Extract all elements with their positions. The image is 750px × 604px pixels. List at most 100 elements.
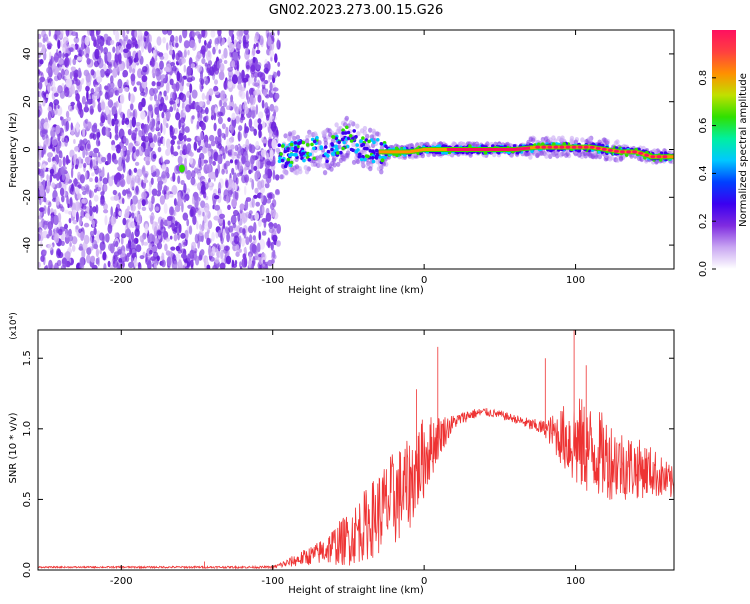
noise-blob [122,113,126,121]
noise-blob [122,189,127,196]
noise-blob [189,157,193,165]
noise-blob [62,52,65,59]
noise-blob [258,219,262,227]
noise-blob [189,151,194,157]
noise-blob [213,112,217,121]
noise-blob [161,164,167,172]
noise-blob [231,198,238,208]
ridge-core [334,144,338,149]
noise-blob [67,203,70,209]
noise-blob [49,168,55,175]
noise-blob [233,235,240,245]
noise-blob [81,78,85,83]
noise-blob [140,91,146,97]
noise-blob [111,140,116,146]
noise-blob [59,204,63,209]
noise-blob [74,43,79,50]
noise-blob [190,76,196,81]
ridge-core [284,161,289,166]
noise-blob [206,99,211,105]
noise-blob [84,118,89,124]
noise-blob [225,255,232,265]
noise-blob [186,169,192,181]
noise-blob [87,143,91,150]
noise-blob [160,74,167,83]
noise-blob [123,87,129,92]
ridge-core [363,146,367,151]
noise-blob [139,40,146,48]
noise-blob [135,238,139,244]
noise-blob [56,172,60,181]
noise-blob [51,136,58,146]
ridge-core [512,144,517,148]
noise-blob [150,142,155,148]
noise-blob [248,253,252,261]
noise-blob [219,244,226,250]
noise-blob [255,140,260,149]
noise-blob [228,30,233,37]
noise-blob [105,105,110,116]
noise-blob [131,38,137,46]
noise-blob [212,160,217,166]
noise-blob [249,126,255,132]
noise-blob [248,76,254,84]
noise-blob [77,67,82,79]
noise-blob [208,88,214,96]
noise-blob [186,137,192,142]
noise-blob [105,39,109,45]
ridge-halo [303,165,308,171]
noise-blob [191,241,196,251]
y-tick-label: 0 [22,146,33,152]
noise-blob [114,124,119,135]
noise-blob [216,243,220,250]
noise-blob [60,153,63,159]
noise-blob [64,53,69,58]
ridge-halo [294,170,300,176]
ridge-core [326,149,331,154]
noise-blob [122,217,127,226]
y-tick-label: 1.5 [22,350,33,366]
noise-blob [128,65,133,74]
ridge-halo [317,157,322,163]
noise-blob [53,214,59,226]
snr-series-line [38,330,674,570]
noise-blob [135,149,140,157]
noise-blob [121,120,125,125]
noise-blob [47,76,50,83]
noise-blob [89,133,93,140]
noise-blob [76,56,83,61]
noise-blob [222,228,226,239]
noise-blob [158,94,162,100]
noise-blob [183,241,188,246]
noise-blob [64,177,69,186]
noise-blob [64,86,70,98]
ridge-halo [365,133,370,139]
noise-blob [144,135,149,143]
ridge-halo [317,162,323,168]
ridge-core [372,140,376,145]
noise-blob [93,147,99,154]
noise-blob [239,203,245,211]
noise-blob [245,160,251,168]
noise-blob [217,154,223,165]
noise-blob [173,233,178,242]
noise-blob [38,161,41,167]
noise-blob [147,235,151,244]
noise-blob [172,151,179,157]
noise-blob [221,123,226,130]
ridge-halo [569,139,575,145]
noise-blob [169,100,176,105]
noise-blob [104,233,110,243]
noise-blob [48,259,53,269]
noise-blob [64,69,70,81]
noise-blob [170,246,176,251]
noise-blob [102,177,109,185]
noise-blob [242,35,246,45]
ridge-core [359,157,364,162]
ridge-halo [321,130,326,136]
noise-blob [92,153,98,158]
noise-blob [38,42,43,48]
noise-blob [206,237,211,246]
noise-blob [154,93,157,102]
